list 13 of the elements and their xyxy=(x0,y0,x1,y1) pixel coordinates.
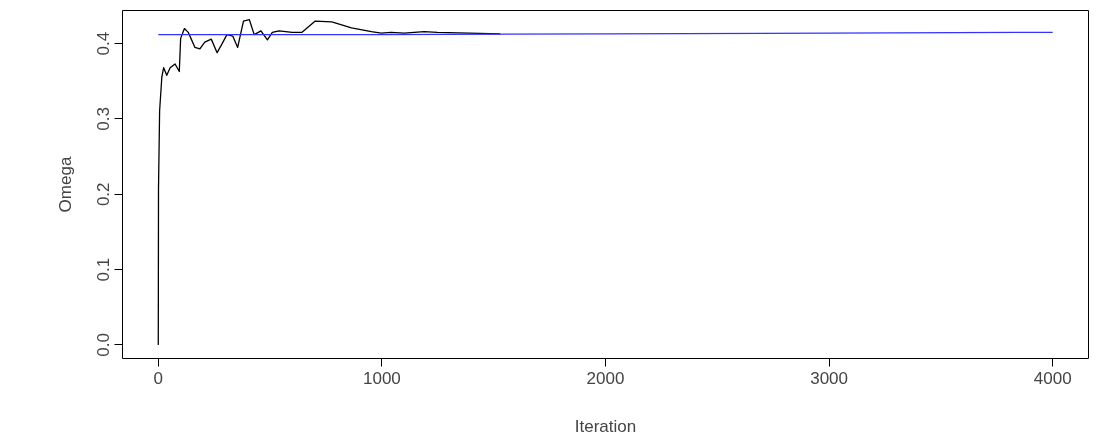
x-tick-label: 3000 xyxy=(810,368,849,388)
y-tick-label: 0.2 xyxy=(94,182,114,207)
y-tick-label: 0.3 xyxy=(94,107,114,131)
y-tick-label: 0.1 xyxy=(94,257,114,282)
line-series xyxy=(157,18,502,346)
x-tick-label: 1000 xyxy=(362,368,401,388)
x-axis-title: Iteration xyxy=(574,416,637,436)
x-tick-label: 0 xyxy=(153,368,164,388)
x-tick-label: 4000 xyxy=(1033,368,1072,388)
x-tick-label: 2000 xyxy=(586,368,625,388)
y-tick-label: 0.0 xyxy=(94,333,114,357)
y-axis-title: Omega xyxy=(55,156,75,213)
y-tick-label: 0.4 xyxy=(94,31,114,56)
